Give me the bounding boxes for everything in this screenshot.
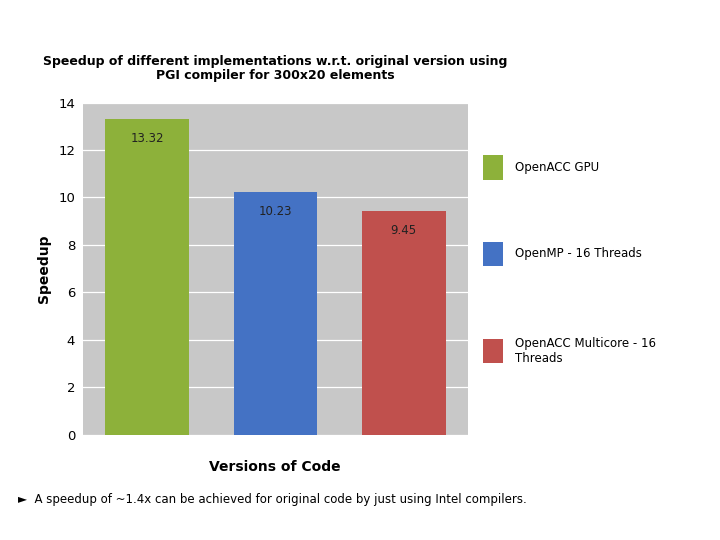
Text: Versions of Code: Versions of Code [210, 460, 341, 474]
Text: OpenACC Multicore - 16
Threads: OpenACC Multicore - 16 Threads [515, 337, 655, 365]
Bar [234, 192, 317, 435]
Bar [362, 211, 446, 435]
Text: OpenMP - 16 Threads: OpenMP - 16 Threads [515, 247, 642, 260]
FancyBboxPatch shape [483, 339, 503, 363]
Text: 9.45: 9.45 [391, 224, 417, 237]
Text: 13.32: 13.32 [130, 132, 163, 145]
Text: PGI compiler for 300x20 elements: PGI compiler for 300x20 elements [156, 69, 395, 82]
Text: OpenACC GPU: OpenACC GPU [515, 161, 598, 174]
FancyBboxPatch shape [483, 241, 503, 266]
Y-axis label: Speedup: Speedup [37, 234, 51, 303]
Text: Results: Results [18, 24, 117, 48]
Text: ►  A speedup of ~1.4x can be achieved for original code by just using Intel comp: ► A speedup of ~1.4x can be achieved for… [18, 493, 527, 506]
Bar [105, 119, 189, 435]
Text: 10.23: 10.23 [258, 205, 292, 218]
Text: Speedup of different implementations w.r.t. original version using: Speedup of different implementations w.r… [43, 55, 507, 68]
FancyBboxPatch shape [483, 156, 503, 179]
Text: 14: 14 [670, 511, 693, 529]
